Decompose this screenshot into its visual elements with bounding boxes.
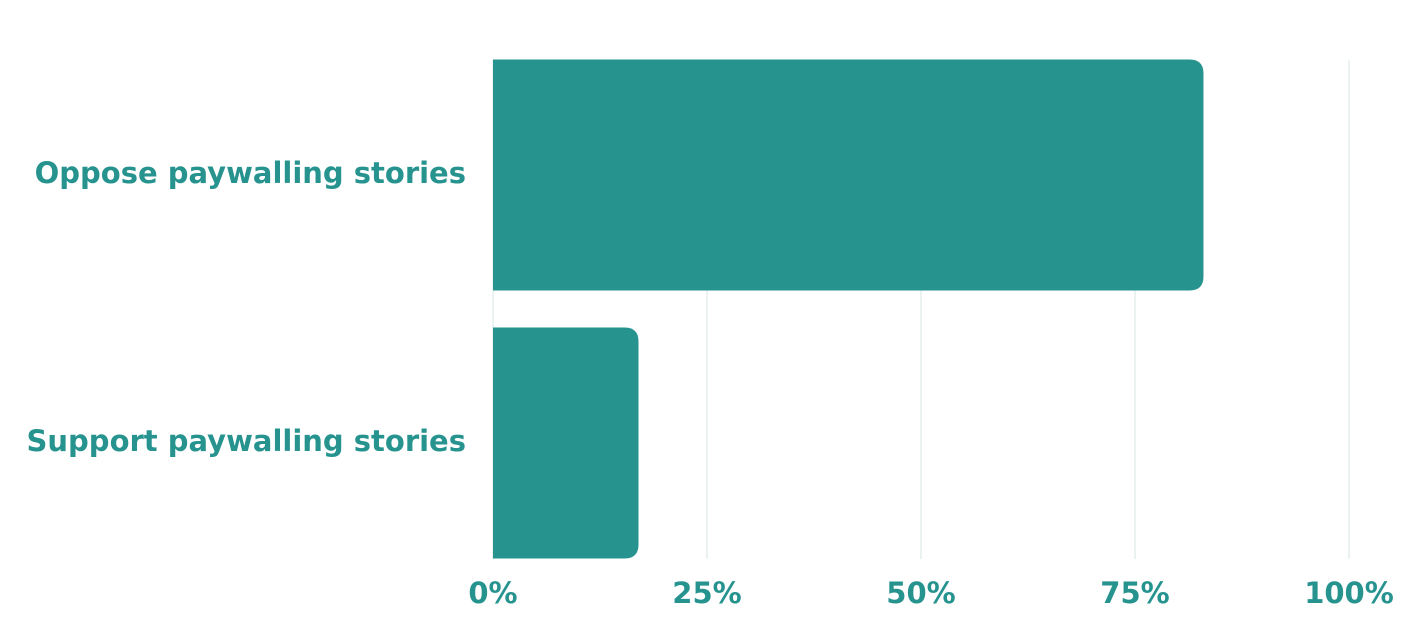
x-tick-label: 0% xyxy=(468,576,517,610)
x-tick-label: 25% xyxy=(672,576,741,610)
x-tick-label: 75% xyxy=(1100,576,1169,610)
category-label: Oppose paywalling stories xyxy=(35,156,466,190)
category-label: Support paywalling stories xyxy=(27,424,466,458)
bar xyxy=(493,59,1204,291)
x-tick-label: 50% xyxy=(886,576,955,610)
bar xyxy=(493,327,639,559)
x-tick-label: 100% xyxy=(1304,576,1394,610)
